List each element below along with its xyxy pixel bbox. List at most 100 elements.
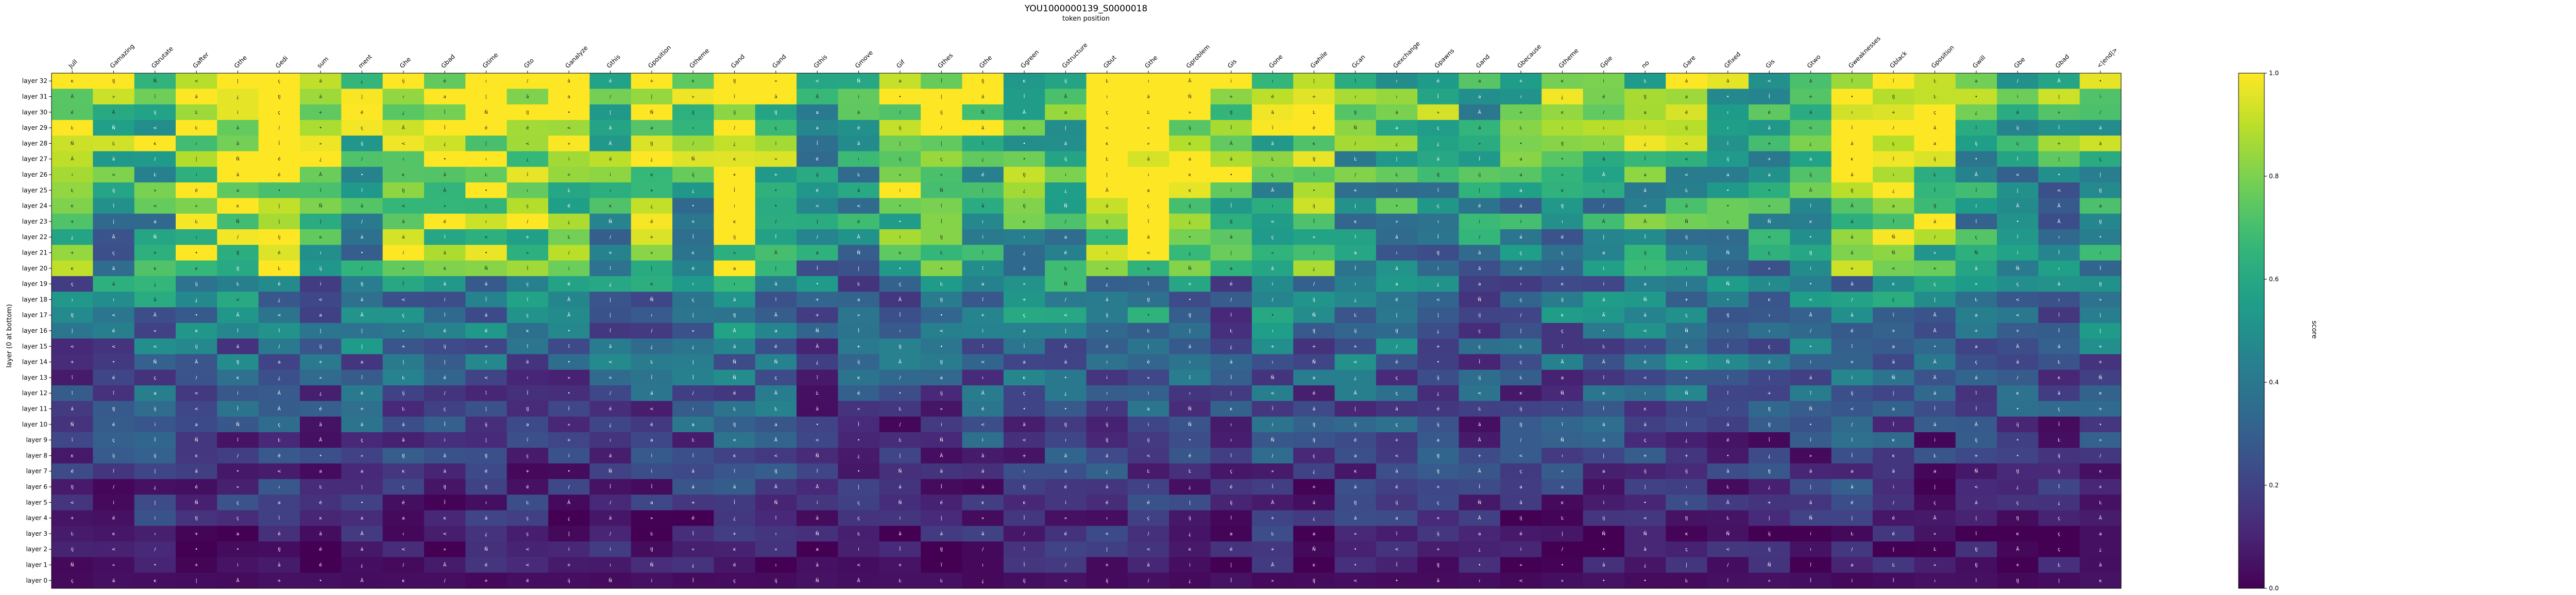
heatmap-cell-label: ¿ xyxy=(444,141,446,146)
heatmap-cell-label: ĩ xyxy=(775,297,777,302)
heatmap-cell-label: é xyxy=(1519,266,1522,271)
heatmap-cell xyxy=(1748,120,1790,136)
heatmap-cell xyxy=(1914,89,1956,105)
heatmap-cell-label: Ñ xyxy=(774,360,778,365)
heatmap-cell-label: é xyxy=(443,219,446,225)
heatmap-cell-label: ç xyxy=(1685,313,1688,318)
heatmap-cell-label: + xyxy=(1891,329,1895,334)
y-tick-label: layer 13 xyxy=(22,374,47,381)
heatmap-cell xyxy=(424,89,466,105)
heatmap-cell-label: ç xyxy=(1147,516,1150,521)
heatmap-cell-label: ı xyxy=(2058,235,2060,240)
heatmap-cell-label: + xyxy=(816,297,820,302)
heatmap-cell-label: • xyxy=(1975,94,1977,99)
heatmap-cell xyxy=(1045,166,1087,183)
heatmap-cell-label: Ĳ xyxy=(2099,188,2102,193)
heatmap-cell-label: ā xyxy=(1064,453,1067,458)
heatmap-cell xyxy=(879,120,921,136)
heatmap-cell-label: Ŀ xyxy=(568,188,570,193)
heatmap-cell-label: a xyxy=(1147,407,1150,412)
heatmap-cell-label: Ĭ xyxy=(2058,328,2060,334)
heatmap-cell-label: Ĳ xyxy=(236,360,239,365)
heatmap-cell-label: i xyxy=(1852,376,1853,381)
heatmap-cell-label: é xyxy=(278,157,281,162)
heatmap-cell xyxy=(1831,89,1873,105)
heatmap-cell-label: < xyxy=(443,532,447,537)
heatmap-cell-label: a xyxy=(2099,204,2102,209)
heatmap-cell-label: Ā xyxy=(1602,313,1606,318)
heatmap-cell-label: ç xyxy=(1023,313,1026,318)
heatmap-cell-label: Ĳ xyxy=(1395,329,1398,334)
heatmap-cell-label: ç xyxy=(857,500,860,505)
heatmap-cell-label: ā xyxy=(443,453,446,458)
heatmap-cell-label: ı xyxy=(1520,94,1522,99)
heatmap-cell xyxy=(2079,104,2122,121)
heatmap-cell-label: Ĭ xyxy=(816,265,818,271)
heatmap-cell xyxy=(1045,151,1087,167)
heatmap-cell-label: ı xyxy=(527,376,529,381)
heatmap-cell-label: Ŀ xyxy=(154,173,156,178)
heatmap-cell xyxy=(1169,104,1211,121)
heatmap-cell-label: ı xyxy=(72,173,73,178)
heatmap-cell-label: ¿ xyxy=(1354,297,1357,302)
heatmap-cell-label: ĸ xyxy=(1561,188,1564,193)
heatmap-cell-label: é xyxy=(485,469,488,474)
y-tick-label: layer 10 xyxy=(22,421,47,428)
heatmap-cell xyxy=(1459,198,1501,214)
heatmap-cell-label: ĸ xyxy=(1519,391,1522,396)
y-tick-label: layer 7 xyxy=(26,468,47,475)
heatmap-cell-label: < xyxy=(1146,453,1150,458)
heatmap-cell-label: + xyxy=(691,219,695,225)
heatmap-cell-label: ç xyxy=(236,500,239,505)
heatmap-cell-label: Ñ xyxy=(857,250,860,256)
heatmap-cell-label: | xyxy=(2099,329,2101,334)
y-tick-label: layer 26 xyxy=(22,171,47,178)
heatmap-cell xyxy=(217,182,259,199)
heatmap-cell-label: Ā xyxy=(2016,547,2020,552)
heatmap-cell-label: Ĳ xyxy=(774,469,777,474)
heatmap-cell-label: ç xyxy=(1644,438,1647,443)
heatmap-cell-label: ĳ xyxy=(1106,313,1108,318)
heatmap-cell-label: Ĭ xyxy=(1437,234,1439,240)
heatmap-cell xyxy=(1666,198,1708,214)
heatmap-cell-label: Ñ xyxy=(816,578,819,584)
heatmap-cell-label: ¿ xyxy=(981,157,984,162)
heatmap-cell-label: + xyxy=(1974,329,1978,334)
heatmap-cell-label: á xyxy=(1602,297,1605,302)
heatmap-cell-label: ĳ xyxy=(940,110,943,115)
heatmap-cell-label: < xyxy=(1974,485,1978,490)
x-tick-label: Gthe xyxy=(233,54,248,70)
y-tick-label: layer 4 xyxy=(26,515,47,522)
heatmap-cell xyxy=(382,166,425,183)
heatmap-cell xyxy=(672,166,715,183)
heatmap-cell xyxy=(176,120,217,136)
heatmap-cell xyxy=(341,198,383,214)
heatmap-cell xyxy=(548,135,590,152)
heatmap-cell-label: • xyxy=(236,469,239,474)
heatmap-cell-label: i xyxy=(2017,250,2019,256)
heatmap-cell-label: é xyxy=(1395,484,1398,490)
heatmap-cell-label: ā xyxy=(816,407,819,412)
heatmap-cell-label: Ñ xyxy=(1188,422,1192,428)
heatmap-cell-label: | xyxy=(1396,157,1398,162)
heatmap-cell-label: ā xyxy=(1271,110,1274,115)
heatmap-cell xyxy=(1127,151,1170,167)
heatmap-cell xyxy=(300,135,342,152)
heatmap-cell-label: » xyxy=(1768,579,1771,584)
heatmap-cell-label: | xyxy=(196,157,197,162)
x-tick-label: Gposition xyxy=(1930,44,1956,70)
heatmap-cell xyxy=(1045,198,1087,214)
heatmap-cell-label: ā xyxy=(857,141,860,146)
heatmap-cell-label: i xyxy=(1520,219,1522,225)
heatmap-cell-label: Ā xyxy=(2099,516,2103,521)
heatmap-cell-label: • xyxy=(1023,157,1025,162)
heatmap-cell-label: ı xyxy=(1354,94,1356,99)
heatmap-cell-label: ¿ xyxy=(319,391,322,396)
heatmap-cell-label: é xyxy=(650,422,653,428)
heatmap-cell xyxy=(1334,120,1377,136)
heatmap-cell xyxy=(93,151,135,167)
heatmap-cell xyxy=(672,120,715,136)
heatmap-cell-label: Ñ xyxy=(1312,547,1316,552)
heatmap-cell-label: ĸ xyxy=(71,453,74,458)
heatmap-cell-label: < xyxy=(1891,266,1895,271)
